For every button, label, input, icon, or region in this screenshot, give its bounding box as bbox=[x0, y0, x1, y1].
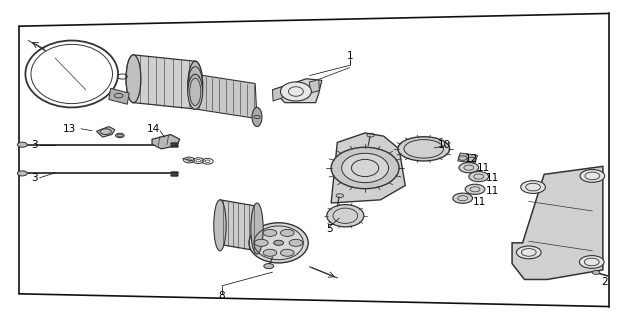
Text: 3: 3 bbox=[32, 140, 38, 150]
Ellipse shape bbox=[214, 200, 226, 251]
Ellipse shape bbox=[251, 203, 263, 254]
Ellipse shape bbox=[188, 74, 202, 109]
Text: 2: 2 bbox=[602, 277, 608, 287]
Ellipse shape bbox=[249, 223, 308, 263]
Polygon shape bbox=[220, 200, 257, 251]
Polygon shape bbox=[512, 166, 603, 279]
Polygon shape bbox=[331, 133, 405, 203]
Polygon shape bbox=[272, 79, 322, 103]
Ellipse shape bbox=[280, 82, 311, 101]
Text: 11: 11 bbox=[487, 186, 500, 196]
Circle shape bbox=[516, 246, 541, 259]
Polygon shape bbox=[109, 88, 129, 104]
Polygon shape bbox=[97, 126, 115, 137]
Ellipse shape bbox=[398, 137, 449, 161]
Circle shape bbox=[465, 184, 485, 195]
Polygon shape bbox=[193, 74, 257, 119]
Circle shape bbox=[17, 171, 27, 176]
Circle shape bbox=[263, 229, 277, 236]
Circle shape bbox=[17, 142, 27, 147]
Circle shape bbox=[263, 249, 277, 256]
Circle shape bbox=[116, 133, 124, 138]
Ellipse shape bbox=[188, 61, 202, 109]
Polygon shape bbox=[134, 55, 195, 109]
Text: 13: 13 bbox=[63, 124, 77, 134]
Circle shape bbox=[289, 239, 303, 246]
Text: 3: 3 bbox=[32, 173, 38, 183]
Text: 14: 14 bbox=[147, 124, 160, 134]
Text: 10: 10 bbox=[438, 140, 451, 150]
Circle shape bbox=[254, 239, 268, 246]
Text: 11: 11 bbox=[473, 197, 486, 207]
Text: 11: 11 bbox=[477, 163, 490, 173]
Ellipse shape bbox=[188, 61, 202, 109]
Circle shape bbox=[592, 270, 600, 274]
Circle shape bbox=[521, 181, 545, 194]
Circle shape bbox=[452, 193, 472, 203]
Circle shape bbox=[264, 264, 274, 269]
Circle shape bbox=[459, 163, 478, 173]
Circle shape bbox=[580, 170, 605, 182]
Text: 1: 1 bbox=[347, 52, 353, 61]
Ellipse shape bbox=[327, 204, 364, 227]
Ellipse shape bbox=[342, 153, 389, 183]
Polygon shape bbox=[457, 153, 477, 163]
Polygon shape bbox=[152, 134, 180, 149]
Circle shape bbox=[280, 249, 294, 256]
Ellipse shape bbox=[252, 108, 262, 126]
Ellipse shape bbox=[331, 147, 399, 189]
Text: 5: 5 bbox=[326, 223, 332, 234]
Circle shape bbox=[280, 229, 294, 236]
Circle shape bbox=[469, 172, 488, 182]
Text: 11: 11 bbox=[487, 173, 500, 183]
Polygon shape bbox=[272, 87, 282, 101]
Text: 8: 8 bbox=[219, 292, 225, 301]
Text: 12: 12 bbox=[465, 154, 478, 164]
Polygon shape bbox=[310, 80, 319, 93]
Circle shape bbox=[579, 256, 604, 268]
Circle shape bbox=[274, 240, 284, 245]
Ellipse shape bbox=[126, 55, 141, 103]
Ellipse shape bbox=[126, 55, 141, 103]
